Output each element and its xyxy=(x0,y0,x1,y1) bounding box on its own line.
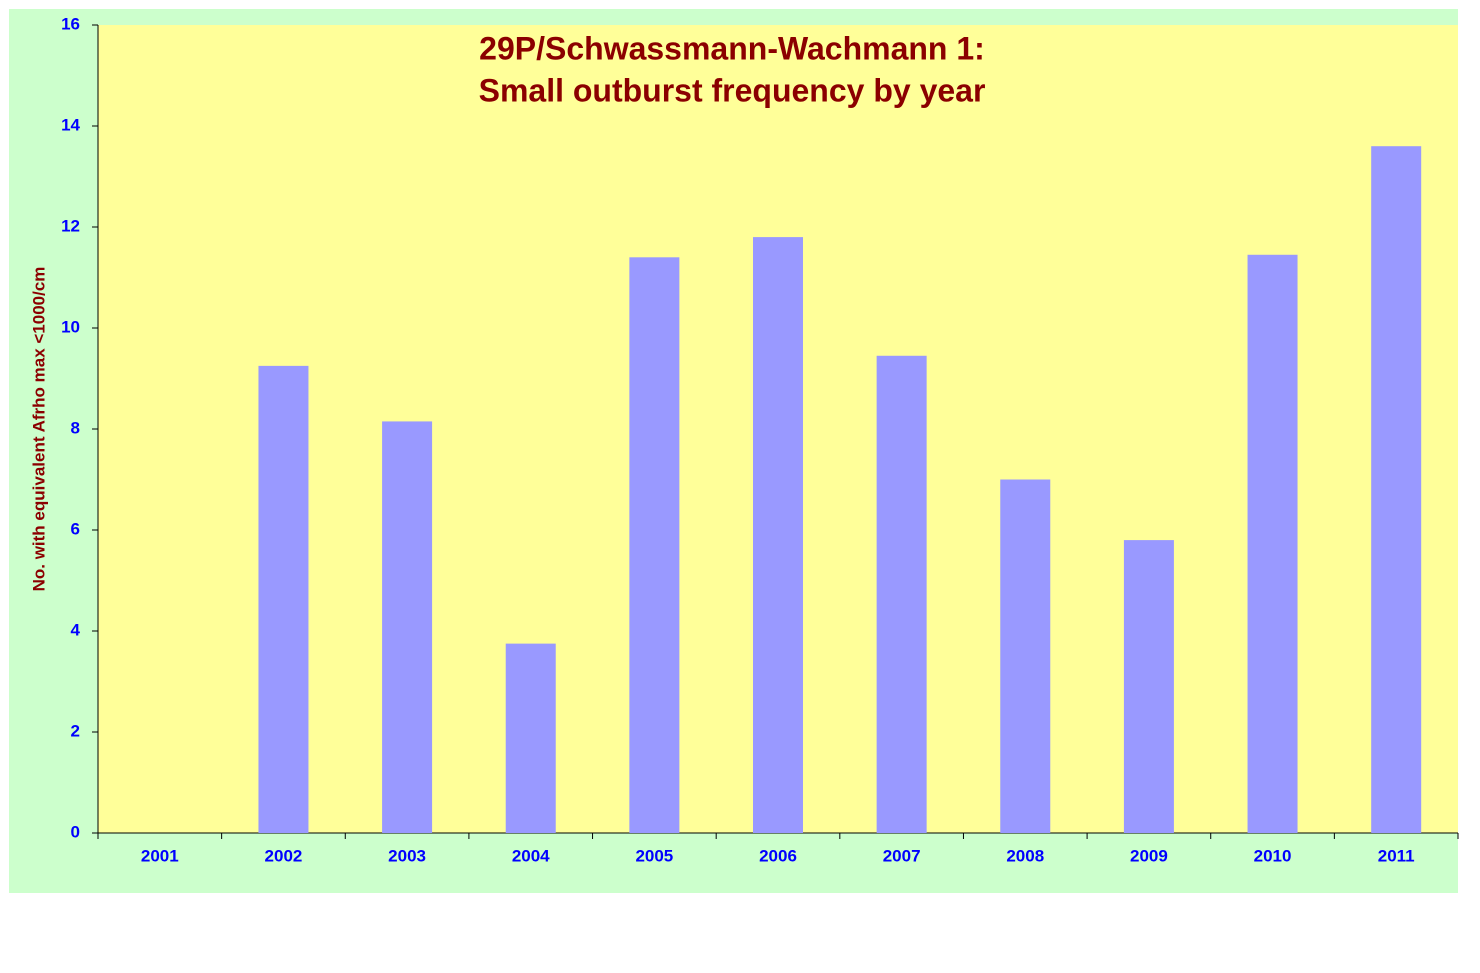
y-tick-label: 10 xyxy=(61,317,80,336)
bar xyxy=(753,237,803,834)
y-tick-label: 4 xyxy=(71,620,81,639)
x-tick-label: 2008 xyxy=(1006,846,1044,865)
bar xyxy=(258,365,309,833)
bar xyxy=(382,421,433,833)
bar xyxy=(876,355,927,833)
x-tick-label: 2002 xyxy=(265,846,303,865)
x-tick-label: 2004 xyxy=(512,846,550,865)
y-tick-label: 12 xyxy=(61,216,80,235)
bar xyxy=(1123,540,1174,833)
y-axis-label: No. with equivalent Afrho max <1000/cm xyxy=(29,267,48,592)
y-tick-label: 14 xyxy=(61,115,80,134)
y-tick-label: 0 xyxy=(71,822,80,841)
x-tick-label: 2011 xyxy=(1378,846,1415,865)
bar xyxy=(629,257,680,833)
x-tick-label: 2003 xyxy=(388,846,426,865)
y-tick-label: 6 xyxy=(71,519,80,538)
chart-title: Small outburst frequency by year xyxy=(479,72,986,108)
bar xyxy=(505,643,556,833)
x-tick-label: 2005 xyxy=(635,846,673,865)
x-tick-label: 2001 xyxy=(141,846,179,865)
x-tick-label: 2007 xyxy=(883,846,921,865)
y-tick-label: 8 xyxy=(71,418,80,437)
bar xyxy=(1371,146,1422,833)
bar xyxy=(1000,479,1051,833)
x-tick-label: 2009 xyxy=(1130,846,1168,865)
y-tick-label: 16 xyxy=(61,14,80,33)
chart-title: 29P/Schwassmann-Wachmann 1: xyxy=(479,30,985,66)
bar xyxy=(1247,254,1298,833)
x-tick-label: 2010 xyxy=(1254,846,1292,865)
x-tick-label: 2006 xyxy=(759,846,797,865)
y-tick-label: 2 xyxy=(71,721,80,740)
